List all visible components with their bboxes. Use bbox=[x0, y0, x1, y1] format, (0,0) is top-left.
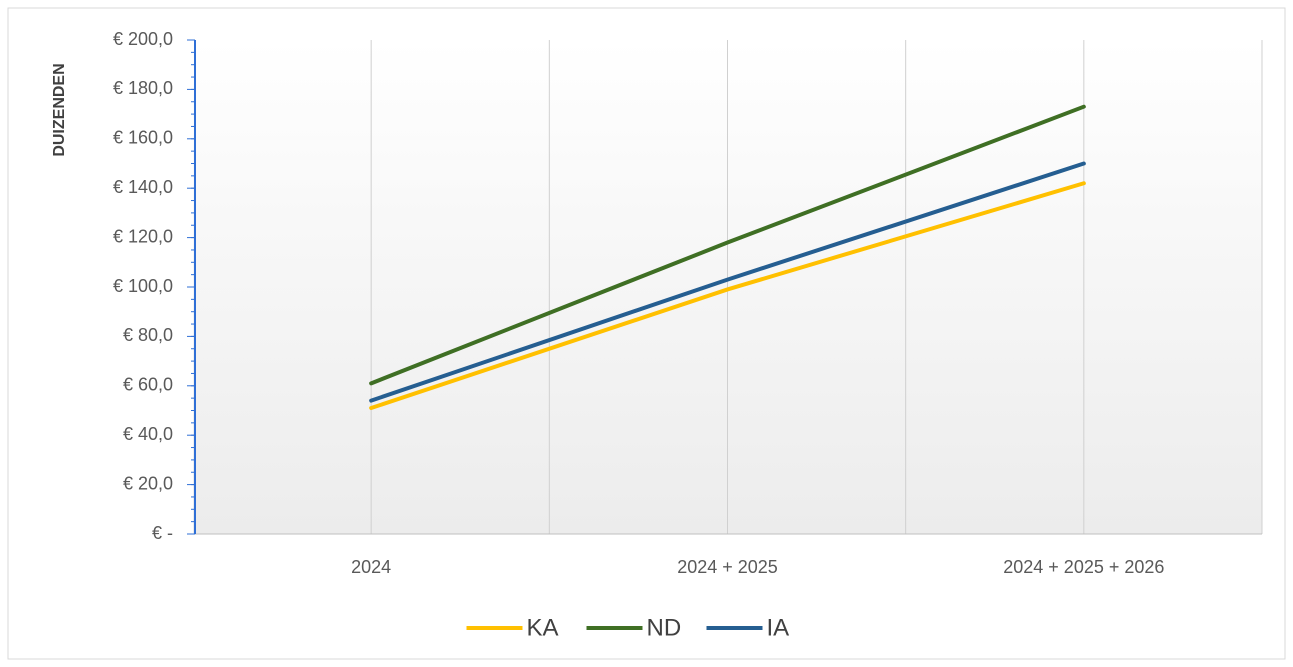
y-tick-label: € 20,0 bbox=[123, 473, 173, 493]
y-tick-label: € 120,0 bbox=[113, 226, 173, 246]
y-tick-label: € 180,0 bbox=[113, 78, 173, 98]
x-tick-label: 2024 + 2025 bbox=[677, 557, 778, 577]
x-tick-label: 2024 + 2025 + 2026 bbox=[1003, 557, 1164, 577]
y-tick-label: € 40,0 bbox=[123, 424, 173, 444]
legend-label: IA bbox=[767, 614, 790, 641]
y-tick-label: € - bbox=[152, 523, 173, 543]
series-line bbox=[369, 161, 1086, 403]
legend-label: ND bbox=[647, 614, 682, 641]
y-tick-label: € 140,0 bbox=[113, 177, 173, 197]
series-line bbox=[369, 104, 1086, 386]
y-tick-label: € 60,0 bbox=[123, 375, 173, 395]
series-line bbox=[369, 181, 1086, 411]
y-tick-label: € 100,0 bbox=[113, 276, 173, 296]
y-tick-label: € 200,0 bbox=[113, 29, 173, 49]
y-axis-label: DUIZENDEN bbox=[51, 63, 68, 156]
y-tick-label: € 80,0 bbox=[123, 325, 173, 345]
legend-label: KA bbox=[527, 614, 559, 641]
y-tick-label: € 160,0 bbox=[113, 128, 173, 148]
x-tick-label: 2024 bbox=[351, 557, 391, 577]
